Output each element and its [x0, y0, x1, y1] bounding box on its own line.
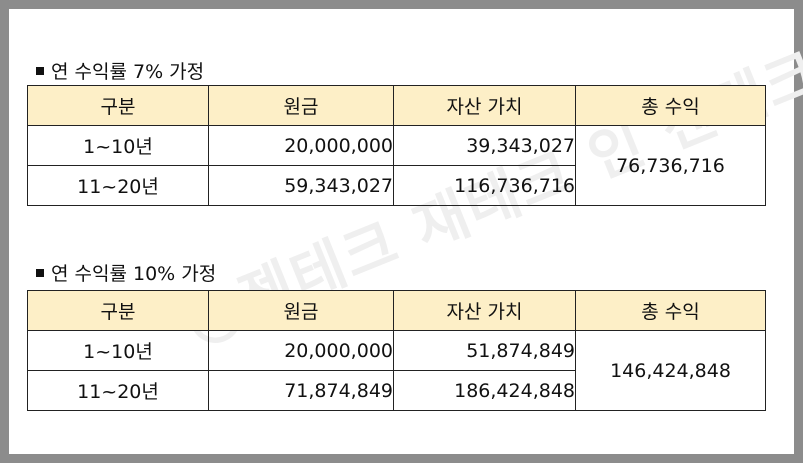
asset-value-cell: 39,343,027 — [393, 125, 576, 166]
header-category: 구분 — [27, 85, 209, 126]
table-row: 1~10년 20,000,000 39,343,027 76,736,716 — [27, 125, 766, 206]
section-title-text: 연 수익률 7% 가정 — [51, 61, 205, 83]
header-total-profit: 총 수익 — [575, 290, 766, 331]
period-cell: 1~10년 — [27, 330, 209, 371]
header-principal: 원금 — [208, 85, 394, 126]
principal-cell: 71,874,849 — [208, 370, 394, 411]
asset-value-cell: 116,736,716 — [393, 165, 576, 206]
table-header-row: 구분 원금 자산 가치 총 수익 — [27, 290, 766, 331]
total-profit-cell: 76,736,716 — [575, 125, 766, 206]
section-title-10pct: 연 수익률 10% 가정 — [36, 259, 216, 286]
header-asset-value: 자산 가치 — [393, 290, 576, 331]
bullet-square-icon — [36, 268, 44, 277]
header-category: 구분 — [27, 290, 209, 331]
header-asset-value: 자산 가치 — [393, 85, 576, 126]
section-title-text: 연 수익률 10% 가정 — [51, 263, 217, 285]
asset-value-cell: 186,424,848 — [393, 370, 576, 411]
bullet-square-icon — [36, 66, 44, 75]
section-title-7pct: 연 수익률 7% 가정 — [36, 57, 204, 84]
period-cell: 1~10년 — [27, 125, 209, 166]
principal-cell: 20,000,000 — [208, 125, 394, 166]
table-row: 1~10년 20,000,000 51,874,849 146,424,848 — [27, 330, 766, 411]
table-row: 11~20년 71,874,849 186,424,848 — [27, 370, 766, 411]
total-profit-cell: 146,424,848 — [575, 330, 766, 411]
period-cell: 11~20년 — [27, 370, 209, 411]
header-principal: 원금 — [208, 290, 394, 331]
table-header-row: 구분 원금 자산 가치 총 수익 — [27, 85, 766, 126]
period-cell: 11~20년 — [27, 165, 209, 206]
principal-cell: 20,000,000 — [208, 330, 394, 371]
principal-cell: 59,343,027 — [208, 165, 394, 206]
returns-table-7pct: 구분 원금 자산 가치 총 수익 1~10년 20,000,000 39,343… — [27, 85, 766, 206]
header-total-profit: 총 수익 — [575, 85, 766, 126]
returns-table-10pct: 구분 원금 자산 가치 총 수익 1~10년 20,000,000 51,874… — [27, 290, 766, 411]
table-row: 11~20년 59,343,027 116,736,716 — [27, 165, 766, 206]
asset-value-cell: 51,874,849 — [393, 330, 576, 371]
